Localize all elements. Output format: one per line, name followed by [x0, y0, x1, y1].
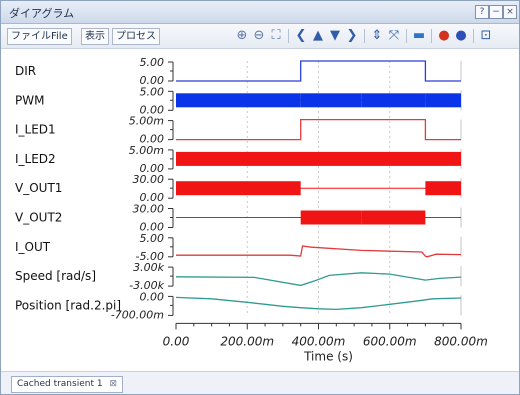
y-tick-label: 0.00: [140, 162, 165, 175]
signal-label: I_LED2: [15, 152, 56, 166]
toolbar: ファイルFile 表示 プロセス ⊕ ⊖ ⛶ ❮ ▲ ▼ ❯ ⇕ ⤧ ▬ ● ●…: [1, 24, 519, 49]
y-tick-label: 30.00: [133, 173, 165, 186]
pan-down-icon[interactable]: ▼: [330, 28, 340, 43]
result-tab[interactable]: Cached transient 1 ⊠: [11, 376, 123, 393]
signal-trace: [175, 296, 462, 311]
x-tick-label: 200.00m: [220, 334, 274, 348]
signal-trace: [176, 118, 461, 141]
signal-label: PWM: [15, 93, 44, 107]
toolbar-separator: [406, 29, 407, 43]
signal-trace: [175, 272, 462, 287]
close-button[interactable]: ×: [503, 5, 517, 19]
signal-label: Speed [rad/s]: [15, 269, 96, 283]
expand-vertical-icon[interactable]: ⇕: [371, 28, 383, 43]
signal-trace: [176, 60, 461, 82]
y-tick-label: 0.00: [140, 290, 165, 303]
signal-label: I_OUT: [15, 240, 51, 254]
tab-close-icon[interactable]: ⊠: [109, 379, 117, 389]
y-tick-label: 5.00: [140, 232, 165, 245]
minimize-button[interactable]: −: [489, 5, 503, 19]
pan-up-icon[interactable]: ▲: [313, 28, 323, 43]
y-tick-label: -5.00: [136, 250, 164, 263]
file-menu-button[interactable]: ファイルFile: [7, 28, 72, 45]
y-tick-label: -700.00m: [111, 308, 164, 321]
collapse-vertical-icon[interactable]: ⤧: [388, 28, 400, 43]
view-menu-button[interactable]: 表示: [81, 28, 109, 45]
x-tick-label: 600.00m: [363, 334, 417, 348]
x-tick-label: 800.00m: [434, 334, 488, 348]
signal-label: V_OUT2: [15, 211, 62, 225]
marker-blue-icon[interactable]: ●: [455, 28, 467, 43]
y-tick-label: 3.00k: [133, 261, 164, 274]
signal-label: DIR: [15, 64, 36, 78]
pan-left-icon[interactable]: ❮: [295, 28, 307, 43]
y-tick-label: 5.00m: [129, 144, 164, 157]
waveform-chart[interactable]: DIR5.000.00PWM5.000.00I_LED15.00m0.00I_L…: [1, 49, 519, 371]
waveform-plot-area[interactable]: DIR 5.00 0.00 PWM 5.00 0.00 I_LED1 5.00m 0.00 I_L…: [1, 49, 519, 371]
pan-right-icon[interactable]: ❯: [346, 28, 358, 43]
y-tick-label: 5.00m: [129, 115, 164, 128]
signal-label: V_OUT1: [15, 181, 62, 195]
toolbar-separator: [431, 29, 432, 43]
toolbar-separator: [473, 29, 474, 43]
signal-label: I_LED1: [15, 123, 56, 137]
help-button[interactable]: ?: [475, 5, 489, 19]
y-tick-label: 0.00: [140, 103, 165, 116]
y-tick-label: 0.00: [140, 74, 165, 87]
toolbar-separator: [364, 29, 365, 43]
toolbar-separator: [288, 29, 289, 43]
result-tab-label: Cached transient 1: [17, 379, 103, 389]
window-title: ダイアグラム: [9, 7, 75, 20]
export-icon[interactable]: ⊡: [480, 28, 492, 43]
y-tick-label: 30.00: [133, 203, 165, 216]
process-menu-button[interactable]: プロセス: [112, 28, 160, 45]
zoom-out-icon[interactable]: ⊖: [253, 28, 265, 43]
x-tick-label: 400.00m: [292, 334, 346, 348]
zoom-fit-icon[interactable]: ⛶: [271, 28, 281, 43]
signal-label: Position [rad.2.pi]: [15, 298, 121, 312]
y-tick-label: 0.00: [140, 221, 165, 234]
y-tick-label: 5.00: [140, 56, 165, 69]
zoom-in-icon[interactable]: ⊕: [236, 28, 248, 43]
y-tick-label: 5.00: [140, 85, 165, 98]
x-axis-title: Time (s): [303, 349, 353, 363]
y-tick-label: -3.00k: [129, 279, 164, 292]
marker-red-icon[interactable]: ●: [438, 28, 450, 43]
x-tick-label: 0.00: [163, 334, 190, 348]
y-tick-label: 0.00: [140, 191, 165, 204]
status-bar: Cached transient 1 ⊠: [1, 371, 519, 394]
y-tick-label: 0.00: [140, 133, 165, 146]
signal-trace: [176, 245, 462, 258]
title-bar: ダイアグラム ? − ×: [1, 1, 519, 24]
comment-icon[interactable]: ▬: [412, 28, 426, 43]
